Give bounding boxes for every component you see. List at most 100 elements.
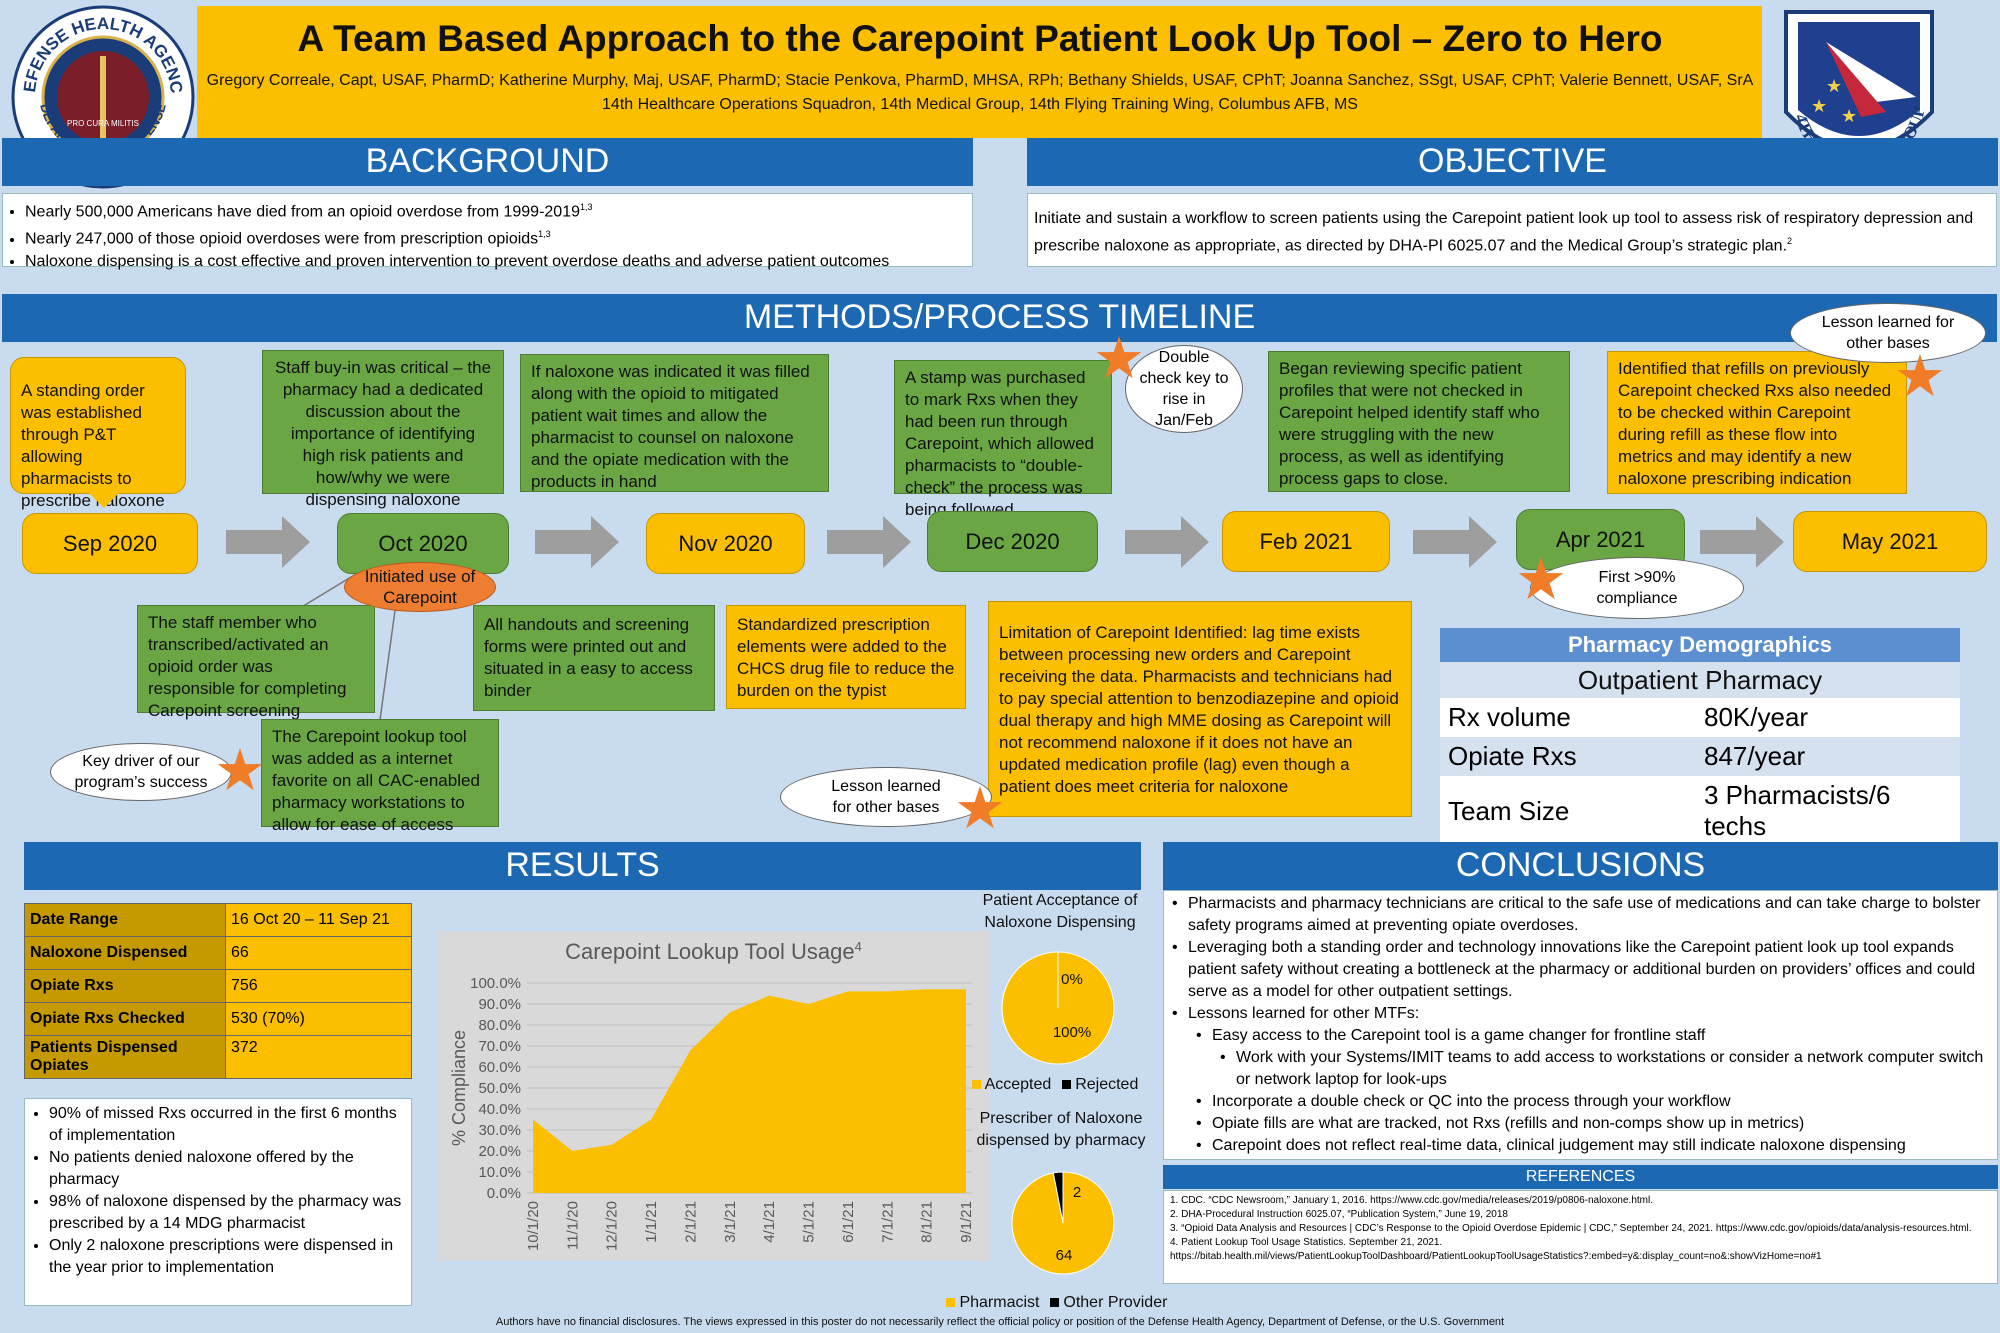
reference-item: 4. Patient Lookup Tool Usage Statistics.… bbox=[1170, 1237, 1822, 1262]
naloxone-filled-box: If naloxone was indicated it was filled … bbox=[520, 354, 829, 492]
y-tick-label: 20.0% bbox=[478, 1143, 521, 1160]
conclusions-header: CONCLUSIONS bbox=[1163, 842, 1998, 890]
first-90-callout: First >90% compliance bbox=[1530, 557, 1744, 619]
acceptance-pie-chart: 100% 0% bbox=[1001, 951, 1115, 1065]
background-item: Naloxone dispensing is a cost effective … bbox=[25, 251, 968, 273]
legend-swatch-pharmacist bbox=[946, 1298, 955, 1307]
y-tick-label: 10.0% bbox=[478, 1164, 521, 1181]
objective-text: Initiate and sustain a workflow to scree… bbox=[1034, 210, 1974, 255]
standardized-box: Standardized prescription elements were … bbox=[726, 605, 966, 709]
x-tick-label: 11/1/20 bbox=[564, 1201, 581, 1250]
legend-swatch-rejected bbox=[1061, 1080, 1071, 1089]
references-header: REFERENCES bbox=[1163, 1165, 1998, 1189]
demographics-label: Opiate Rxs bbox=[1448, 741, 1577, 771]
pie-value-label: 2 bbox=[1073, 1184, 1081, 1201]
results-row: Date Range 16 Oct 20 – 11 Sep 21 bbox=[24, 903, 412, 937]
results-row: Opiate Rxs Checked 530 (70%) bbox=[24, 1002, 412, 1036]
demographics-table: Pharmacy Demographics Outpatient Pharmac… bbox=[1440, 628, 1960, 846]
legend-swatch-accepted bbox=[972, 1080, 981, 1089]
legend-label-accepted: Accepted bbox=[984, 1076, 1052, 1093]
conclusions-box: • Pharmacists and pharmacy technicians ar… bbox=[1163, 890, 1998, 1160]
prescriber-pie-chart: 64 2 bbox=[1011, 1171, 1115, 1275]
y-tick-label: 30.0% bbox=[478, 1122, 521, 1139]
acceptance-pie-title: Patient Acceptance of Naloxone Dispensin… bbox=[982, 892, 1138, 931]
standing-order-box: A standing order was established through… bbox=[10, 357, 186, 510]
objective-box: Initiate and sustain a workflow to scree… bbox=[1027, 193, 1997, 267]
x-tick-label: 7/1/21 bbox=[879, 1201, 896, 1243]
demographics-row: Rx volume 80K/year bbox=[1440, 698, 1960, 737]
profiles-box: Began reviewing specific patient profile… bbox=[1268, 351, 1570, 492]
demographics-row: Team Size 3 Pharmacists/6 techs bbox=[1440, 776, 1960, 846]
star-icon: ★ bbox=[1515, 547, 1567, 612]
timeline-date-feb-2021: Feb 2021 bbox=[1222, 511, 1390, 572]
background-box: Nearly 500,000 Americans have died from … bbox=[2, 193, 973, 270]
timeline-arrow bbox=[535, 516, 619, 568]
poster-title: A Team Based Approach to the Carepoint P… bbox=[297, 18, 1663, 59]
pie-slice-other-provider bbox=[1052, 1171, 1064, 1224]
background-header: BACKGROUND bbox=[2, 138, 973, 186]
y-tick-label: 50.0% bbox=[478, 1080, 521, 1097]
standing-order-pointer bbox=[88, 492, 120, 508]
disclosure-footer: Authors have no financial disclosures. T… bbox=[495, 1316, 1505, 1328]
legend-label-other: Other Provider bbox=[1063, 1294, 1168, 1311]
title-banner bbox=[197, 6, 1762, 138]
x-tick-label: 10/1/20 bbox=[525, 1201, 542, 1251]
results-bullet: No patients denied naloxone offered by t… bbox=[49, 1147, 407, 1191]
results-bullet: 98% of naloxone dispensed by the pharmac… bbox=[49, 1191, 407, 1235]
y-tick-label: 40.0% bbox=[478, 1101, 521, 1118]
legend-label-pharmacist: Pharmacist bbox=[959, 1294, 1040, 1311]
legend-label-rejected: Rejected bbox=[1075, 1076, 1139, 1093]
references-box: 1. CDC. “CDC Newsroom,” January 1, 2016.… bbox=[1163, 1190, 1998, 1284]
chart-title: Carepoint Lookup Tool Usage4 bbox=[565, 939, 862, 964]
stamp-box: A stamp was purchased to mark Rxs when t… bbox=[894, 360, 1112, 519]
initiated-callout: Initiated use of Carepoint bbox=[344, 562, 496, 612]
background-item: Nearly 247,000 of those opioid overdoses… bbox=[25, 223, 968, 250]
pie-value-label: 0% bbox=[1061, 971, 1083, 988]
y-tick-label: 70.0% bbox=[478, 1038, 521, 1055]
conclusion-item: • Lessons learned for other MTFs: bbox=[1172, 1005, 1420, 1022]
prescriber-pie-title: Prescriber of Naloxone dispensed by phar… bbox=[976, 1110, 1146, 1149]
svg-text:★: ★ bbox=[1841, 106, 1857, 126]
x-tick-label: 4/1/21 bbox=[761, 1201, 778, 1243]
timeline-arrow bbox=[226, 516, 310, 568]
results-bullet: Only 2 naloxone prescriptions were dispe… bbox=[49, 1235, 407, 1279]
star-icon: ★ bbox=[954, 776, 1006, 841]
demographics-title: Pharmacy Demographics bbox=[1440, 628, 1960, 662]
x-tick-label: 5/1/21 bbox=[801, 1201, 818, 1243]
demographics-row: Opiate Rxs 847/year bbox=[1440, 737, 1960, 776]
authors: Gregory Correale, Capt, USAF, PharmD; Ka… bbox=[206, 72, 1754, 89]
handouts-box: All handouts and screening forms were pr… bbox=[473, 605, 715, 711]
results-label: Patients Dispensed Opiates bbox=[24, 1035, 226, 1079]
star-icon: ★ bbox=[1093, 326, 1145, 391]
y-tick-label: 100.0% bbox=[470, 975, 521, 992]
svg-text:★: ★ bbox=[1826, 76, 1842, 96]
dha-logo-motto: PRO CURA MILITIS bbox=[67, 119, 139, 128]
svg-text:★: ★ bbox=[1811, 96, 1827, 116]
conclusion-item: • Work with your Systems/IMIT teams to ad… bbox=[1220, 1049, 1984, 1088]
favorite-box: The Carepoint lookup tool was added as a… bbox=[261, 719, 499, 834]
star-icon: ★ bbox=[214, 738, 266, 803]
conclusion-item: • Easy access to the Carepoint tool is a … bbox=[1196, 1027, 1706, 1044]
background-item: Nearly 500,000 Americans have died from … bbox=[25, 196, 968, 223]
results-row: Opiate Rxs 756 bbox=[24, 969, 412, 1003]
x-tick-label: 3/1/21 bbox=[722, 1201, 739, 1243]
reference-item: 1. CDC. “CDC Newsroom,” January 1, 2016.… bbox=[1170, 1195, 1654, 1206]
results-value: 530 (70%) bbox=[225, 1002, 412, 1036]
key-driver-callout: Key driver of our program’s success bbox=[50, 743, 232, 801]
affiliation: 14th Healthcare Operations Squadron, 14t… bbox=[602, 96, 1358, 113]
y-tick-label: 90.0% bbox=[478, 996, 521, 1013]
limitation-box: Limitation of Carepoint Identified: lag … bbox=[988, 601, 1412, 817]
results-bullet: 90% of missed Rxs occurred in the first … bbox=[49, 1103, 407, 1147]
x-tick-label: 6/1/21 bbox=[840, 1201, 857, 1243]
y-tick-label: 60.0% bbox=[478, 1059, 521, 1076]
timeline-date-may-2021: May 2021 bbox=[1793, 511, 1987, 572]
results-bullets: 90% of missed Rxs occurred in the first … bbox=[24, 1098, 412, 1306]
star-icon: ★ bbox=[1894, 344, 1946, 409]
objective-header: OBJECTIVE bbox=[1027, 138, 1998, 186]
results-row: Patients Dispensed Opiates 372 bbox=[24, 1035, 412, 1079]
x-tick-label: 2/1/21 bbox=[682, 1201, 699, 1243]
results-value: 372 bbox=[225, 1035, 412, 1079]
timeline-date-nov-2020: Nov 2020 bbox=[646, 513, 805, 574]
pie-value-label: 100% bbox=[1053, 1024, 1091, 1041]
timeline-date-sep-2020: Sep 2020 bbox=[22, 513, 198, 574]
